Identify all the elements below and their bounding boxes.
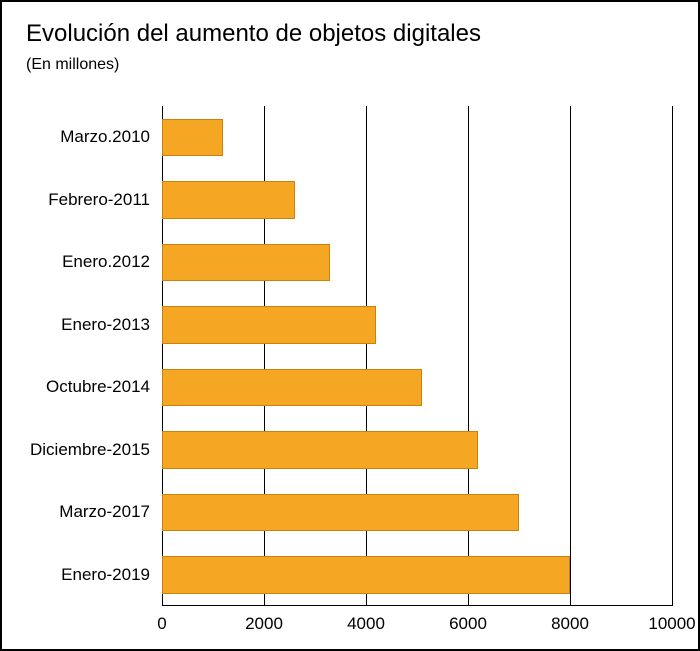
grid-line <box>468 106 469 606</box>
category-label: Octubre-2014 <box>46 377 150 397</box>
x-axis-line <box>162 605 672 606</box>
category-label: Diciembre-2015 <box>30 440 150 460</box>
grid-line <box>366 106 367 606</box>
bar <box>162 181 295 219</box>
category-label: Enero.2012 <box>62 252 150 272</box>
chart-subtitle: (En millones) <box>26 56 119 74</box>
grid-line <box>570 106 571 606</box>
x-tick-label: 0 <box>157 614 166 634</box>
category-label: Enero-2019 <box>61 565 150 585</box>
bar <box>162 306 376 344</box>
plot-area: 0200040006000800010000Marzo.2010Febrero-… <box>162 106 672 606</box>
grid-line <box>672 106 673 606</box>
category-label: Enero-2013 <box>61 315 150 335</box>
category-label: Marzo-2017 <box>59 502 150 522</box>
bar <box>162 556 570 594</box>
bar <box>162 244 330 282</box>
x-tick-label: 8000 <box>551 614 589 634</box>
x-tick-label: 10000 <box>648 614 695 634</box>
x-tick-label: 6000 <box>449 614 487 634</box>
bar <box>162 119 223 157</box>
category-label: Marzo.2010 <box>60 127 150 147</box>
bar <box>162 494 519 532</box>
bar <box>162 431 478 469</box>
category-label: Febrero-2011 <box>48 190 150 210</box>
bar <box>162 369 422 407</box>
chart-title: Evolución del aumento de objetos digital… <box>26 20 481 48</box>
x-tick-label: 2000 <box>245 614 283 634</box>
chart-frame: Evolución del aumento de objetos digital… <box>0 0 700 651</box>
x-tick-label: 4000 <box>347 614 385 634</box>
